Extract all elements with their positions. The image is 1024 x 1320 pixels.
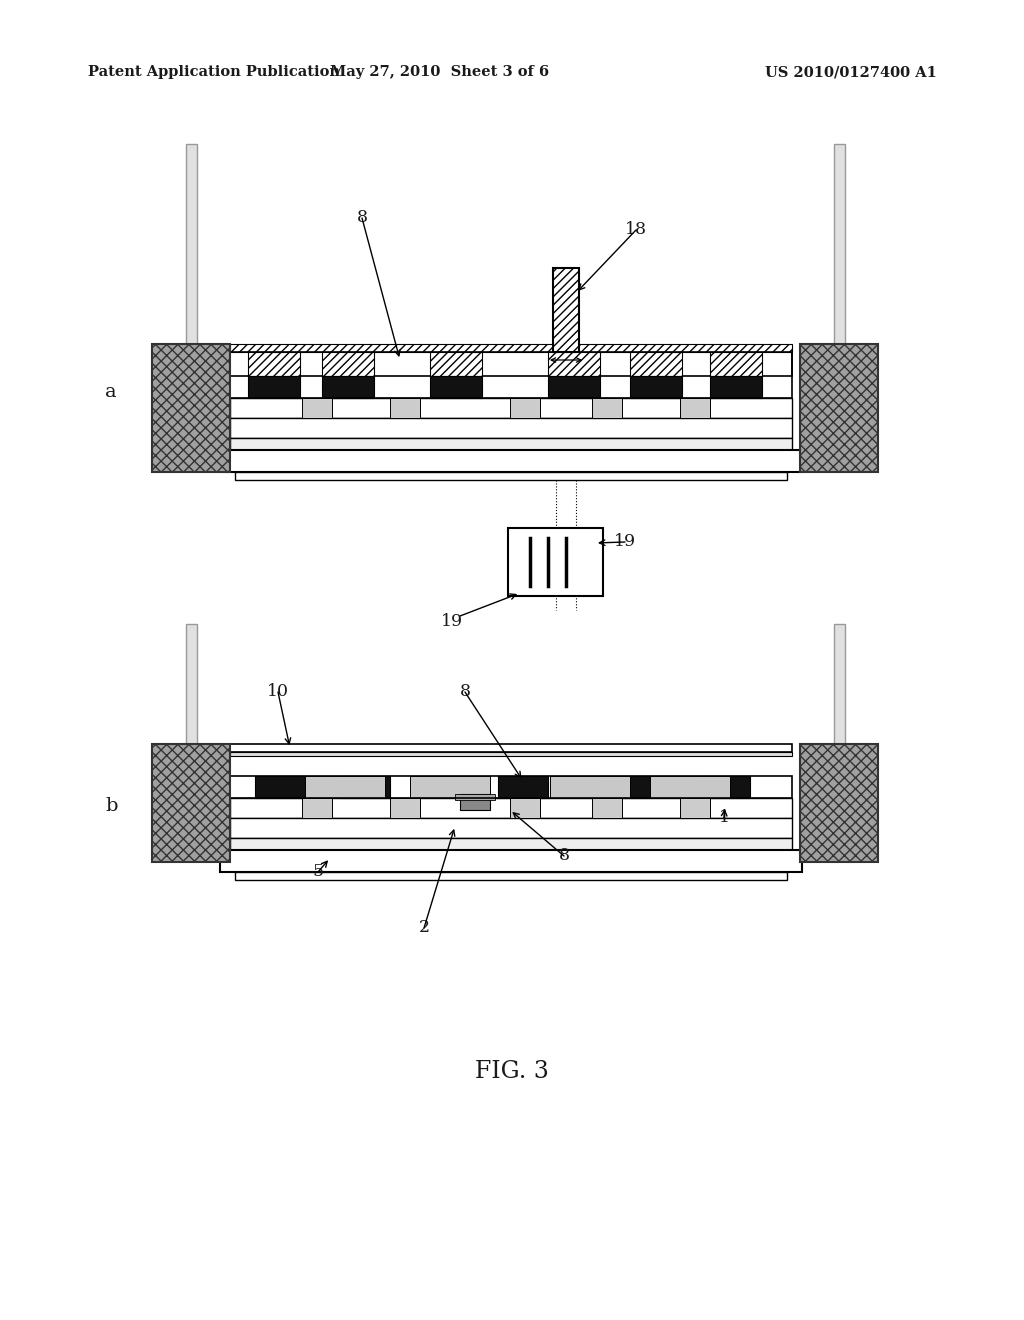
Bar — [230, 352, 792, 399]
Bar — [230, 399, 792, 418]
Text: 8: 8 — [460, 684, 470, 701]
Bar — [630, 376, 682, 399]
Text: 19: 19 — [614, 533, 636, 550]
Bar — [234, 473, 787, 480]
Bar — [230, 838, 792, 850]
Bar — [460, 795, 490, 810]
Bar — [302, 799, 332, 818]
Text: 8: 8 — [356, 210, 368, 227]
Text: US 2010/0127400 A1: US 2010/0127400 A1 — [765, 65, 937, 79]
Bar — [230, 776, 792, 799]
Bar — [430, 352, 482, 376]
Bar — [152, 345, 230, 473]
Bar — [186, 144, 197, 345]
Bar — [186, 624, 197, 744]
Text: 5: 5 — [312, 863, 324, 880]
Bar — [592, 799, 622, 818]
Text: 2: 2 — [419, 920, 429, 936]
Bar — [302, 399, 332, 418]
Text: FIG. 3: FIG. 3 — [475, 1060, 549, 1084]
Bar — [322, 352, 374, 376]
Bar — [340, 776, 390, 799]
Bar — [630, 352, 682, 376]
Bar — [230, 744, 792, 752]
Bar — [510, 399, 540, 418]
Bar — [550, 776, 630, 799]
Text: 8: 8 — [558, 847, 569, 865]
Bar — [230, 438, 792, 450]
Bar — [710, 376, 762, 399]
Bar — [220, 450, 802, 473]
Bar — [230, 752, 792, 756]
Text: 19: 19 — [441, 614, 463, 631]
Bar — [834, 624, 845, 744]
Bar — [305, 776, 385, 799]
Bar — [234, 873, 787, 880]
Bar — [680, 399, 710, 418]
Bar — [255, 776, 305, 799]
Bar — [390, 799, 420, 818]
Text: 18: 18 — [625, 222, 647, 239]
Bar — [548, 376, 600, 399]
Bar — [680, 799, 710, 818]
Bar — [322, 376, 374, 399]
Bar — [510, 799, 540, 818]
Bar — [700, 776, 750, 799]
Text: a: a — [105, 383, 117, 401]
Text: 10: 10 — [267, 684, 289, 701]
Bar — [498, 776, 548, 799]
Text: b: b — [105, 797, 118, 814]
Bar — [230, 818, 792, 838]
Bar — [410, 776, 490, 799]
Bar — [800, 345, 878, 473]
Bar — [152, 744, 230, 862]
Bar — [553, 268, 579, 352]
Text: 1: 1 — [719, 809, 729, 826]
Text: Patent Application Publication: Patent Application Publication — [88, 65, 340, 79]
Bar — [455, 795, 495, 800]
Bar — [548, 352, 600, 376]
Bar — [430, 376, 482, 399]
Bar — [834, 144, 845, 345]
Bar — [230, 418, 792, 438]
Bar — [800, 744, 878, 862]
Bar — [230, 799, 792, 818]
Bar — [710, 352, 762, 376]
Bar — [508, 528, 603, 597]
Bar — [390, 399, 420, 418]
Bar — [248, 376, 300, 399]
Bar — [230, 352, 792, 376]
Bar — [230, 345, 792, 352]
Bar — [592, 399, 622, 418]
Text: May 27, 2010  Sheet 3 of 6: May 27, 2010 Sheet 3 of 6 — [331, 65, 550, 79]
Bar — [220, 850, 802, 873]
Bar — [248, 352, 300, 376]
Bar — [650, 776, 730, 799]
Bar — [600, 776, 650, 799]
